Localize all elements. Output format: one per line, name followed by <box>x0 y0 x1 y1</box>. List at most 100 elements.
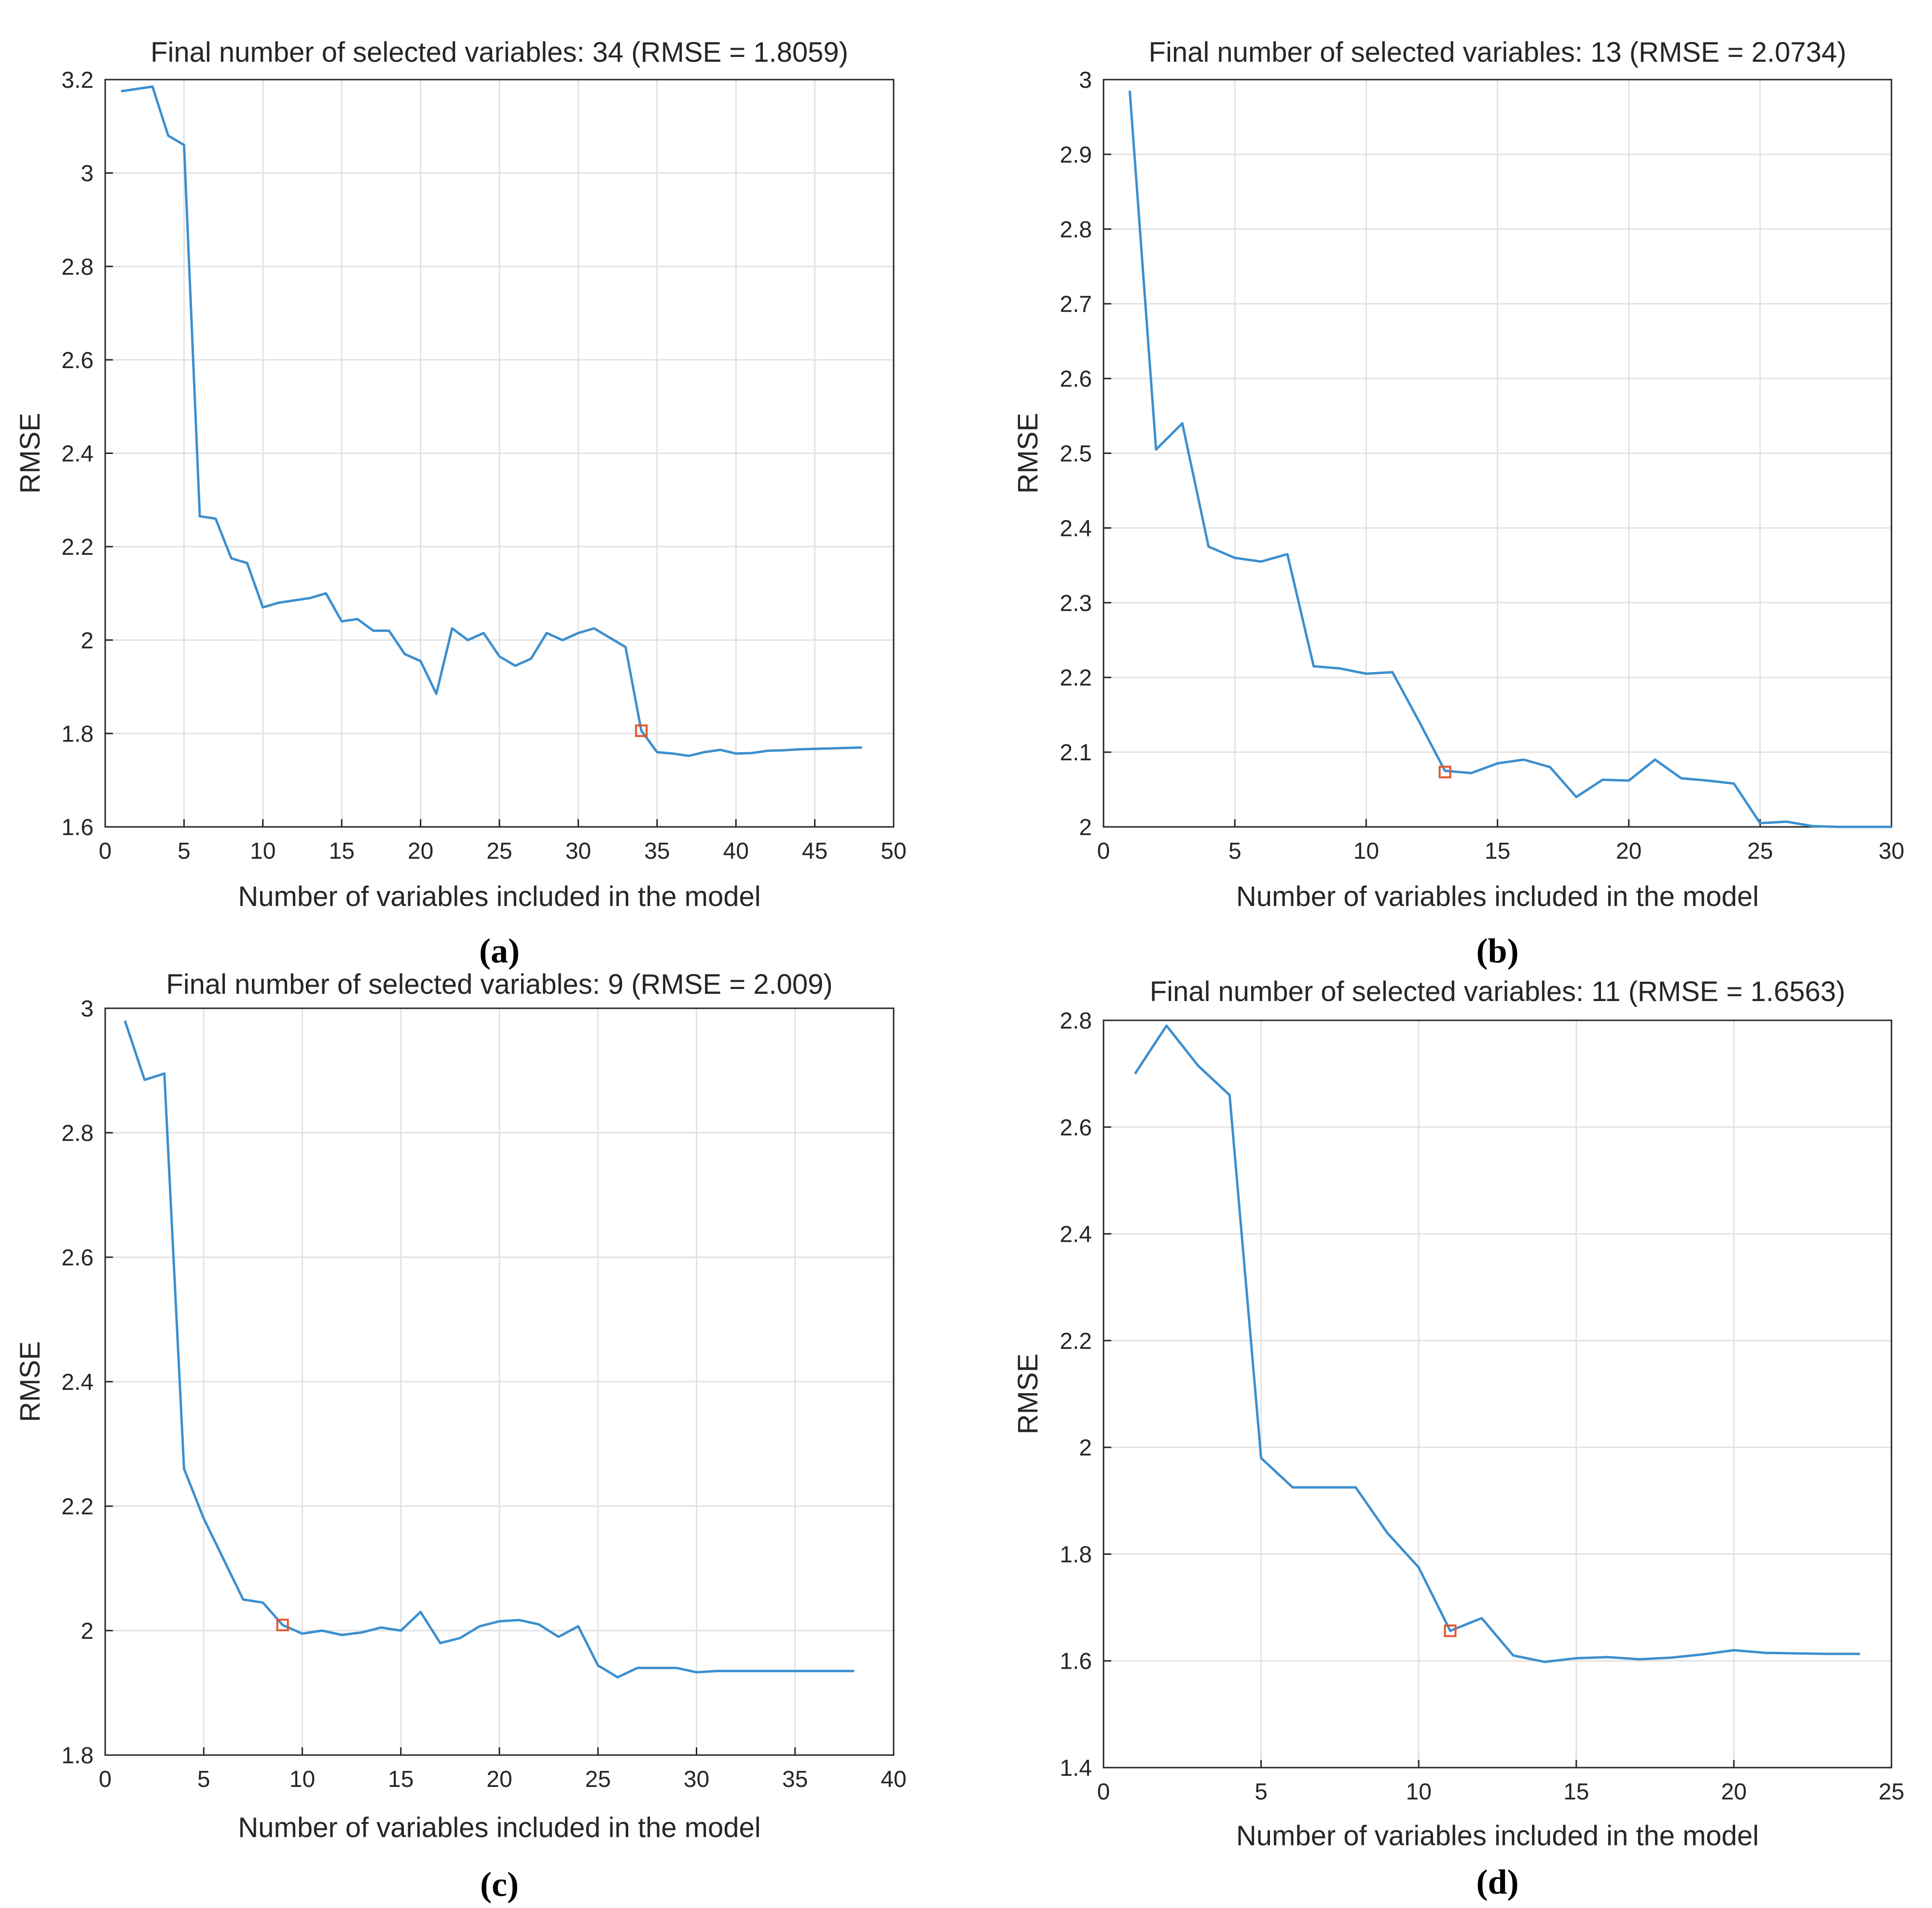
data-point <box>671 752 675 755</box>
x-tick-label: 0 <box>1097 1779 1110 1805</box>
data-point <box>655 750 659 754</box>
data-point <box>1391 670 1394 674</box>
data-point <box>1811 824 1815 828</box>
data-point <box>1669 1656 1673 1660</box>
data-point <box>1758 821 1762 825</box>
data-point <box>734 1669 738 1673</box>
data-point <box>241 1598 245 1602</box>
y-tick-label: 2 <box>81 628 94 654</box>
data-point <box>1863 825 1867 829</box>
x-tick-label: 20 <box>1721 1779 1747 1805</box>
data-point <box>1180 422 1184 426</box>
chart-title: Final number of selected variables: 34 (… <box>151 37 848 68</box>
data-point <box>356 617 359 621</box>
selected-point-marker <box>276 1619 289 1632</box>
data-point <box>1548 765 1552 769</box>
data-point <box>450 627 454 631</box>
data-point <box>1311 664 1315 668</box>
data-point <box>1637 1657 1641 1661</box>
data-point <box>592 627 596 631</box>
chart-title: Final number of selected variables: 13 (… <box>1149 37 1847 68</box>
y-tick-label: 2.6 <box>1060 367 1092 392</box>
data-point <box>576 631 580 635</box>
y-tick-label: 1.8 <box>61 721 94 747</box>
y-tick-label: 2.4 <box>61 1370 94 1395</box>
data-point <box>1496 761 1500 765</box>
x-tick-label: 15 <box>1485 838 1510 864</box>
data-point <box>276 601 280 604</box>
x-tick-label: 25 <box>1878 1779 1904 1805</box>
data-point <box>813 1669 817 1673</box>
data-point <box>517 1618 521 1622</box>
data-point <box>537 1622 541 1626</box>
x-axis-label: Number of variables included in the mode… <box>1236 1820 1759 1852</box>
x-tick-label: 25 <box>585 1767 611 1792</box>
y-tick-label: 1.6 <box>61 815 94 840</box>
y-tick-label: 2.8 <box>1060 1008 1092 1034</box>
data-point <box>466 638 470 642</box>
y-tick-label: 2.4 <box>61 441 94 467</box>
data-point <box>1154 448 1158 452</box>
y-tick-label: 3 <box>81 161 94 187</box>
x-tick-label: 35 <box>782 1767 808 1792</box>
data-point <box>419 659 423 663</box>
x-tick-label: 5 <box>178 838 191 864</box>
panel-label: (a) <box>479 932 520 970</box>
y-tick-label: 2.8 <box>61 1121 94 1146</box>
data-point <box>639 729 643 733</box>
rmse-series-line <box>124 1020 855 1679</box>
data-point <box>379 1626 383 1630</box>
x-tick-label: 45 <box>802 838 828 864</box>
data-point <box>813 747 817 751</box>
data-point <box>1706 779 1710 782</box>
y-tick-label: 2.9 <box>1060 142 1092 168</box>
data-point <box>1480 1616 1484 1620</box>
x-tick-label: 40 <box>881 1767 906 1792</box>
data-point <box>1196 1064 1200 1068</box>
y-tick-label: 2.6 <box>61 348 94 373</box>
selected-point-marker <box>1438 766 1451 779</box>
axes-box <box>1103 1019 1892 1769</box>
y-tick-label: 2.3 <box>1060 590 1092 616</box>
data-point <box>1417 1565 1421 1569</box>
data-point <box>419 1610 423 1614</box>
data-point <box>166 134 170 137</box>
y-tick-label: 1.4 <box>1060 1756 1092 1781</box>
data-point <box>513 664 517 668</box>
data-point <box>438 1641 442 1645</box>
data-point <box>1826 1652 1830 1656</box>
chart-panel-c: 0 5 10 15 20 25 30 35 40 1.8 2 2.2 2.4 2.6 2.8 3 Final n… <box>14 969 907 1904</box>
data-point <box>793 1669 797 1673</box>
data-point <box>324 591 328 595</box>
y-tick-label: 2.6 <box>61 1245 94 1271</box>
y-tick-label: 3 <box>1079 68 1092 93</box>
data-point <box>1601 778 1604 782</box>
y-axis-label: RMSE <box>1012 413 1044 494</box>
data-point <box>135 87 138 91</box>
y-tick-label: 2.2 <box>61 1494 94 1520</box>
y-tick-label: 3.2 <box>61 68 94 93</box>
data-point <box>123 1019 127 1023</box>
data-point <box>754 1669 758 1673</box>
data-point <box>832 1669 836 1673</box>
y-axis-label: RMSE <box>14 1341 46 1422</box>
data-point <box>1443 769 1447 773</box>
y-tick-label: 1.8 <box>1060 1542 1092 1567</box>
y-axis-label: RMSE <box>14 413 46 494</box>
data-point <box>1291 1485 1295 1489</box>
y-axis-label: RMSE <box>1012 1354 1044 1435</box>
data-point <box>1522 758 1526 762</box>
chart-panel-b: 0 5 10 15 20 25 30 2 2.1 2.2 2.3 2.4 2.5 2.6 2.7 2.8 2.9… <box>1012 37 1904 970</box>
panel-label: (b) <box>1477 932 1519 970</box>
data-point <box>497 1620 501 1623</box>
data-point <box>214 517 218 521</box>
data-point <box>616 1675 620 1679</box>
y-tick-label: 1.8 <box>61 1743 94 1769</box>
y-tick-label: 2 <box>81 1619 94 1644</box>
data-point <box>1543 1660 1546 1664</box>
data-point <box>387 629 391 632</box>
x-tick-label: 15 <box>329 838 355 864</box>
data-point <box>1795 1651 1799 1655</box>
x-tick-label: 25 <box>1747 838 1773 864</box>
data-point <box>340 619 344 623</box>
